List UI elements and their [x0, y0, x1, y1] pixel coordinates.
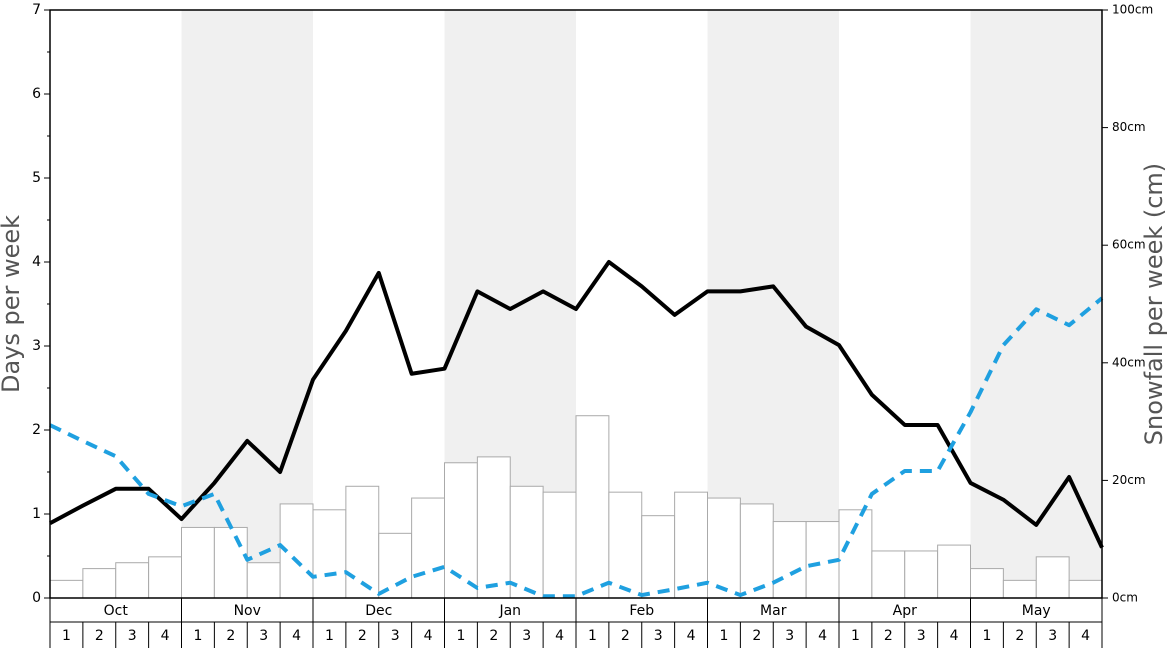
y2-tick-label: 60cm	[1112, 238, 1146, 252]
bar	[312, 509, 347, 599]
x-tick-label: 3	[391, 628, 400, 644]
y2-axis-title: Snowfall per week (cm)	[1140, 163, 1168, 445]
y-tick-label: 6	[32, 86, 41, 102]
x-tick-label: 2	[358, 628, 367, 644]
y-tick-label: 7	[32, 2, 41, 18]
bar	[707, 497, 741, 599]
bar	[82, 568, 117, 599]
bar	[871, 550, 906, 599]
bar	[575, 415, 610, 599]
line	[49, 260, 1104, 549]
x-tick-label: 1	[456, 628, 465, 644]
x-tick-label: 2	[752, 628, 761, 644]
y2-tick-label: 20cm	[1112, 473, 1146, 487]
bar	[411, 497, 445, 599]
x-tick-label: 4	[1081, 628, 1090, 644]
bar	[148, 556, 182, 599]
bar	[181, 526, 215, 599]
bar	[213, 526, 248, 599]
bar	[739, 503, 774, 599]
x-tick-label: 3	[654, 628, 663, 644]
x-tick-label: 1	[62, 628, 71, 644]
bar	[641, 515, 676, 599]
x-tick-label: 1	[851, 628, 860, 644]
bar	[476, 456, 511, 599]
x-tick-label: 1	[588, 628, 597, 644]
x-tick-label: 2	[1015, 628, 1024, 644]
x-tick-label: 4	[950, 628, 959, 644]
month-label: Jan	[498, 603, 521, 619]
x-tick-label: 1	[325, 628, 334, 644]
x-tick-label: 3	[917, 628, 926, 644]
line	[49, 296, 1104, 599]
y-tick-label: 5	[32, 170, 41, 186]
month-label: Apr	[893, 603, 917, 619]
bar	[904, 550, 939, 599]
month-label: Oct	[104, 603, 129, 619]
month-label: Feb	[629, 603, 654, 619]
x-tick-label: 2	[489, 628, 498, 644]
x-tick-label: 4	[161, 628, 170, 644]
bar	[345, 485, 380, 599]
bar	[937, 544, 971, 599]
x-tick-label: 3	[259, 628, 268, 644]
y2-tick-label: 100cm	[1112, 3, 1153, 17]
y-tick-label: 0	[32, 590, 41, 606]
x-tick-label: 3	[128, 628, 137, 644]
x-tick-label: 3	[785, 628, 794, 644]
bar	[1068, 579, 1103, 599]
x-tick-label: 3	[522, 628, 531, 644]
bar	[542, 491, 577, 599]
y2-tick-label: 0cm	[1112, 591, 1138, 605]
x-tick-label: 2	[226, 628, 235, 644]
bar	[115, 562, 150, 599]
bar	[509, 485, 544, 599]
y-tick-label: 2	[32, 422, 41, 438]
bar	[378, 532, 413, 599]
bar	[1002, 579, 1037, 599]
x-tick-label: 4	[687, 628, 696, 644]
bar	[608, 491, 643, 599]
bar	[444, 462, 478, 599]
y-tick-label: 4	[32, 254, 41, 270]
y-tick-label: 1	[32, 506, 41, 522]
bar	[49, 579, 84, 599]
bar	[1035, 556, 1070, 599]
y2-tick-label: 80cm	[1112, 120, 1146, 134]
x-tick-label: 1	[982, 628, 991, 644]
y-tick-label: 3	[32, 338, 41, 354]
bar	[970, 568, 1004, 599]
month-label: Nov	[234, 603, 261, 619]
bar	[772, 521, 807, 599]
month-label: May	[1022, 603, 1051, 619]
x-tick-label: 4	[292, 628, 301, 644]
x-tick-label: 1	[193, 628, 202, 644]
y2-tick-label: 40cm	[1112, 355, 1146, 369]
y-axis-title: Days per week	[0, 215, 25, 393]
x-tick-label: 2	[621, 628, 630, 644]
x-tick-label: 4	[818, 628, 827, 644]
month-label: Mar	[760, 603, 787, 619]
x-tick-label: 1	[719, 628, 728, 644]
x-tick-label: 4	[424, 628, 433, 644]
month-label: Dec	[365, 603, 392, 619]
bar	[246, 562, 281, 599]
x-tick-label: 3	[1048, 628, 1057, 644]
x-tick-label: 2	[95, 628, 104, 644]
x-tick-label: 2	[884, 628, 893, 644]
x-tick-label: 4	[555, 628, 564, 644]
